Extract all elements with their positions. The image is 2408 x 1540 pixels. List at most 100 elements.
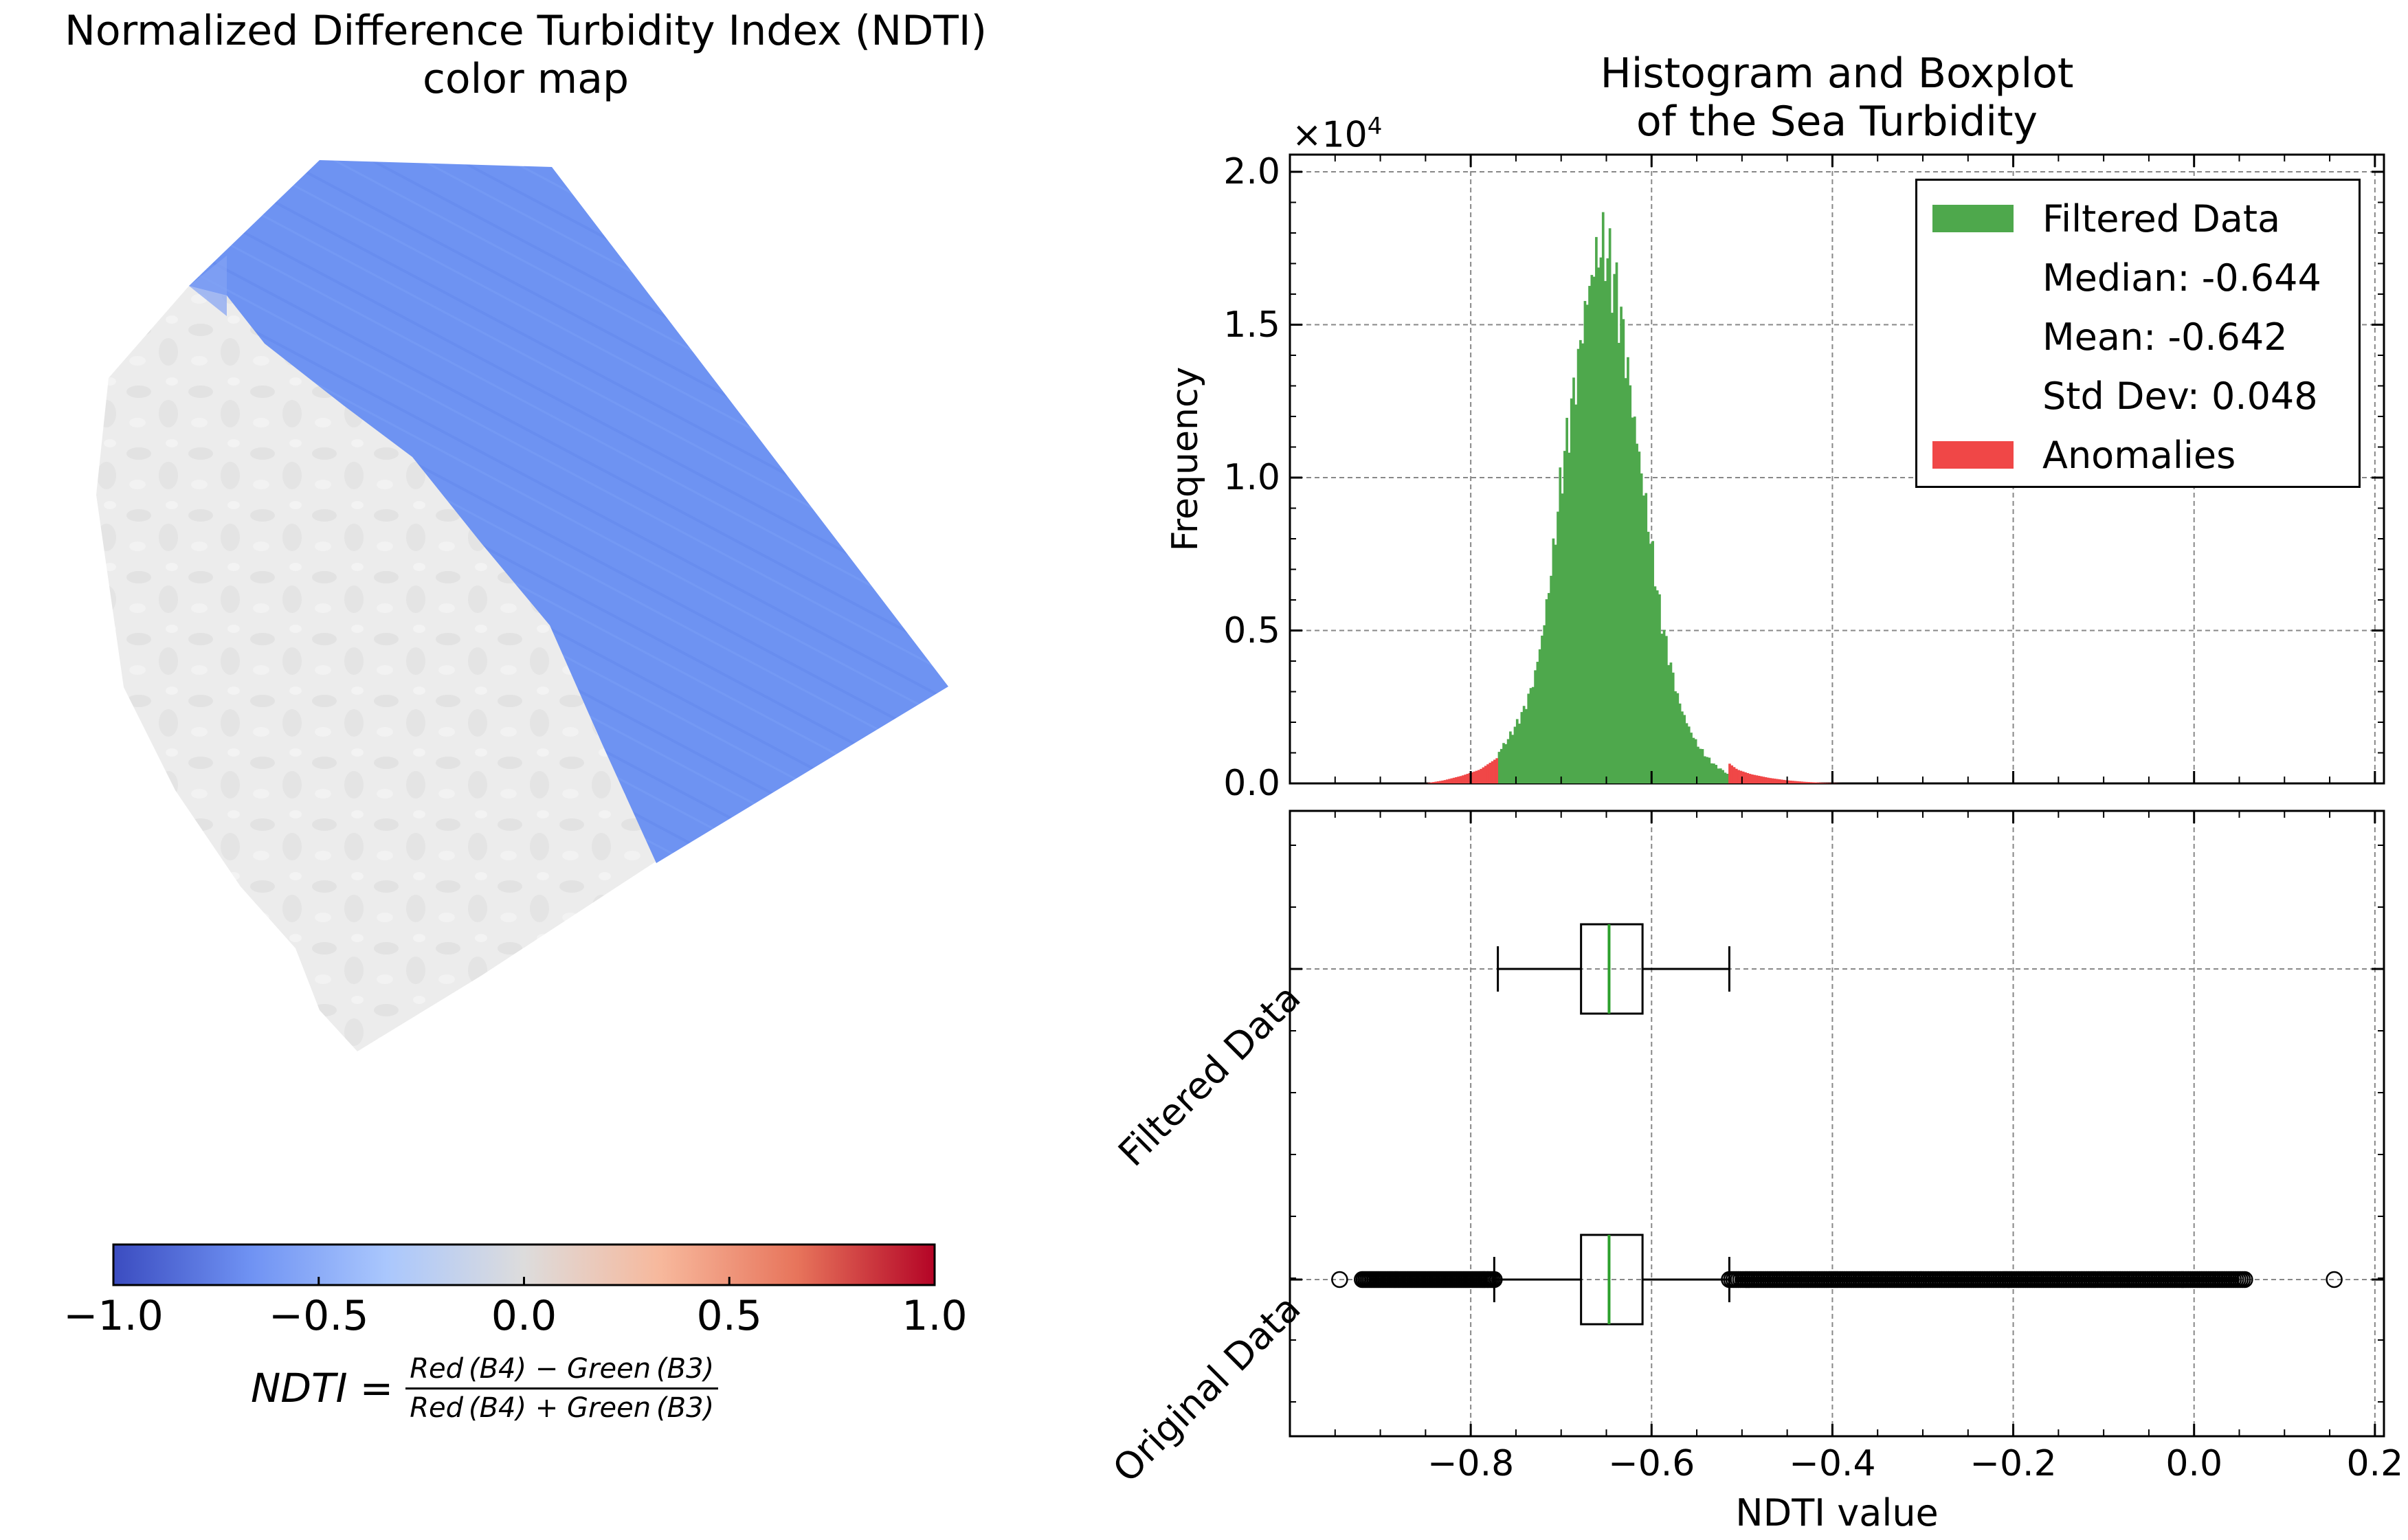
anomaly-bar: [1482, 767, 1485, 783]
anomaly-bar: [1475, 770, 1478, 783]
filtered-bar: [1541, 635, 1543, 783]
colorbar-tick-label: 0.0: [491, 1292, 557, 1340]
filtered-bar: [1656, 590, 1659, 783]
anomaly-bar: [1785, 780, 1788, 783]
filtered-bar: [1620, 306, 1623, 783]
legend-swatch: [1932, 205, 2014, 232]
left-title: Normalized Difference Turbidity Index (N…: [0, 7, 1051, 103]
anomaly-bar: [1484, 766, 1487, 783]
filtered-bar: [1719, 768, 1722, 783]
anomaly-bar: [1739, 770, 1743, 783]
filtered-bar: [1552, 538, 1555, 783]
anomaly-bar: [1746, 772, 1750, 783]
filtered-bar: [1699, 748, 1702, 783]
x-tick-label: −0.4: [1789, 1443, 1876, 1484]
filtered-bar: [1685, 723, 1688, 783]
filtered-bar: [1640, 473, 1643, 783]
filtered-bar: [1660, 634, 1664, 783]
filtered-bar: [1681, 711, 1684, 783]
histogram-y-tick-label: 1.5: [1223, 304, 1280, 346]
filtered-bar: [1703, 756, 1706, 783]
anomaly-bar: [1461, 775, 1464, 783]
filtered-bar: [1597, 267, 1601, 783]
legend-swatch-empty: [1932, 323, 2014, 350]
histogram-bars: [1425, 212, 1842, 784]
filtered-bar: [1559, 467, 1562, 783]
filtered-bar: [1581, 343, 1585, 783]
x-tick-label: 0.2: [2346, 1443, 2404, 1484]
filtered-bar: [1565, 418, 1568, 783]
filtered-bar: [1583, 300, 1587, 783]
anomaly-bar: [1762, 777, 1765, 783]
anomaly-bar: [1445, 779, 1449, 783]
ndti-map: [96, 160, 948, 1051]
filtered-bar: [1522, 706, 1526, 783]
anomaly-bar: [1495, 758, 1499, 783]
x-tick-label: −0.8: [1427, 1443, 1515, 1484]
filtered-bar: [1706, 757, 1708, 783]
formula-equals: =: [359, 1365, 394, 1411]
filtered-bar: [1724, 772, 1727, 783]
y-multiplier-base: ×10: [1292, 114, 1368, 156]
anomaly-bar: [1450, 778, 1453, 783]
anomaly-bar: [1798, 781, 1801, 783]
legend-label: Anomalies: [2042, 433, 2236, 477]
filtered-bar: [1636, 443, 1638, 783]
box-iqr: [1580, 1234, 1644, 1326]
filtered-bar: [1667, 665, 1670, 783]
filtered-bar: [1665, 636, 1668, 783]
filtered-bar: [1638, 451, 1641, 783]
filtered-bar: [1504, 744, 1508, 783]
histogram-ticks: [1290, 155, 2384, 785]
filtered-bar: [1624, 378, 1627, 783]
filtered-bar: [1687, 726, 1691, 783]
filtered-bar: [1506, 739, 1510, 783]
filtered-bar: [1721, 770, 1724, 783]
anomaly-bar: [1773, 779, 1776, 783]
ndti-formula: NDTI = Red (B4) − Green (B3) Red (B4) + …: [251, 1347, 719, 1429]
water-edge-strip: [189, 256, 227, 316]
x-axis-label: NDTI value: [1735, 1491, 1939, 1535]
filtered-bar: [1662, 629, 1666, 783]
filtered-bar: [1715, 765, 1718, 783]
filtered-bar: [1613, 274, 1616, 783]
boxplot-grid: [1290, 811, 2384, 1436]
legend-rows: Filtered Data Median: -0.644 Mean: -0.642 S…: [1917, 189, 2359, 484]
filtered-bar: [1511, 735, 1515, 783]
filtered-bar: [1574, 404, 1578, 783]
boxplot-frame: [1289, 810, 2385, 1438]
anomaly-bar: [1473, 771, 1476, 783]
filtered-bar: [1645, 493, 1648, 783]
colorbar-tick-label: 1.0: [902, 1292, 968, 1340]
filtered-bar: [1690, 733, 1693, 783]
filtered-bar: [1515, 719, 1519, 783]
anomaly-bar: [1787, 780, 1790, 783]
filtered-bar: [1627, 357, 1629, 783]
filtered-bar: [1550, 575, 1552, 783]
filtered-bar: [1642, 495, 1645, 783]
filtered-bar: [1611, 313, 1614, 783]
filtered-bar: [1590, 275, 1594, 783]
filtered-bar: [1527, 693, 1530, 783]
filtered-bar: [1717, 768, 1720, 783]
legend-label: Std Dev: 0.048: [2042, 374, 2318, 418]
filtered-bar: [1570, 398, 1573, 783]
filtered-bar: [1683, 715, 1686, 783]
anomaly-bar: [1480, 768, 1482, 783]
legend-label: Filtered Data: [2042, 197, 2281, 241]
filtered-bar: [1676, 693, 1680, 783]
filtered-bar: [1697, 746, 1699, 783]
filtered-bar: [1629, 385, 1632, 783]
histogram-y-multiplier: ×104: [1292, 113, 1382, 155]
filtered-bar: [1563, 451, 1566, 783]
anomaly-bar: [1748, 774, 1752, 783]
filtered-bar: [1608, 228, 1612, 783]
anomaly-bar: [1441, 780, 1445, 783]
filtered-bar: [1617, 342, 1620, 783]
right-title-line1: Histogram and Boxplot: [1600, 49, 2074, 98]
legend-swatch: [1932, 441, 2014, 469]
anomaly-bar: [1448, 779, 1451, 783]
filtered-bar: [1538, 649, 1541, 783]
formula-denominator: Red (B4) + Green (B3): [410, 1392, 715, 1424]
filtered-bar: [1694, 739, 1697, 783]
